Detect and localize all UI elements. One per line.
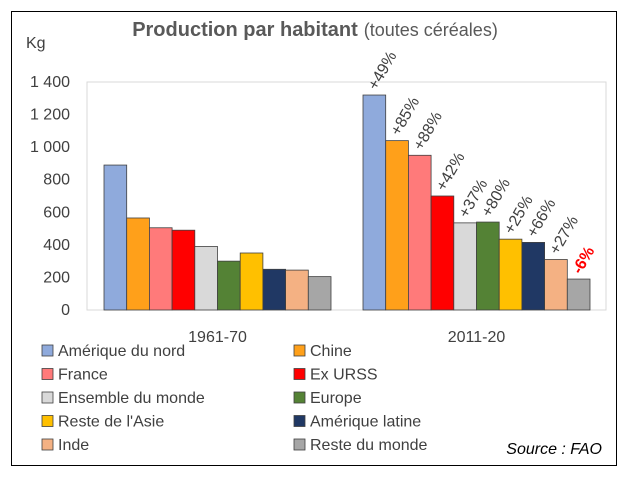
source-note: Source : FAO xyxy=(506,441,602,458)
bar xyxy=(476,221,500,311)
bar xyxy=(285,269,309,311)
legend-entry: Chine xyxy=(310,343,352,360)
chart-svg: Production par habitant (toutes céréales)… xyxy=(26,19,607,458)
y-tick-label: 1 400 xyxy=(30,74,70,91)
legend-entry: Reste du monde xyxy=(310,437,428,454)
y-axis-label: Kg xyxy=(26,35,46,52)
legend-entry: Reste de l'Asie xyxy=(58,414,164,431)
bar xyxy=(362,94,387,311)
bar xyxy=(385,140,409,311)
legend-swatch xyxy=(293,344,306,357)
bar xyxy=(239,252,264,311)
bar xyxy=(566,278,591,311)
bar xyxy=(407,154,432,311)
x-axis-categories: 1961-70 2011-20 xyxy=(188,329,505,346)
y-tick-label: 800 xyxy=(43,172,70,189)
legend-entry: Europe xyxy=(310,390,362,407)
y-tick-label: 600 xyxy=(43,204,70,221)
legend-swatch xyxy=(293,391,306,404)
bars xyxy=(103,94,591,311)
legend-entry: France xyxy=(58,367,108,384)
legend-swatch xyxy=(293,368,306,380)
bar xyxy=(262,268,286,311)
bar xyxy=(453,222,477,311)
y-tick-label: 400 xyxy=(43,237,70,254)
legend-entry: Amérique latine xyxy=(310,414,421,431)
x-category-label: 2011-20 xyxy=(448,329,506,346)
legend-entry: Ensemble du monde xyxy=(58,390,205,407)
bar xyxy=(148,227,173,311)
y-tick-label: 0 xyxy=(61,302,70,319)
legend-swatch xyxy=(41,368,54,380)
y-tick-label: 1 200 xyxy=(30,107,70,124)
bar xyxy=(217,260,241,311)
bar xyxy=(126,217,150,311)
legend-swatch xyxy=(41,438,54,451)
x-category-label: 1961-70 xyxy=(188,329,247,346)
bar xyxy=(430,195,455,311)
y-tick-label: 1 000 xyxy=(30,139,70,156)
bar xyxy=(103,164,128,311)
bar xyxy=(194,246,218,311)
legend-entry: Ex URSS xyxy=(310,367,378,384)
legend-swatch xyxy=(41,344,54,357)
legend: Amérique du nord Chine France Ex URSS Ensemb… xyxy=(41,343,428,454)
y-axis-ticks: 0 200 400 600 800 1 000 1 200 1 400 xyxy=(30,74,70,319)
bar xyxy=(171,229,196,311)
legend-entry: Amérique du nord xyxy=(58,343,185,360)
legend-swatch xyxy=(41,415,54,427)
bar xyxy=(521,242,545,311)
legend-swatch xyxy=(293,438,306,451)
chart-frame: Production par habitant (toutes céréales)… xyxy=(11,11,617,466)
chart-title: Production par habitant (toutes céréales) xyxy=(132,19,498,41)
legend-swatch xyxy=(41,391,54,404)
bar xyxy=(498,238,523,311)
y-tick-label: 200 xyxy=(43,269,70,286)
bar xyxy=(307,276,332,311)
bar xyxy=(544,259,568,311)
legend-swatch xyxy=(293,415,306,427)
legend-entry: Inde xyxy=(58,437,89,454)
